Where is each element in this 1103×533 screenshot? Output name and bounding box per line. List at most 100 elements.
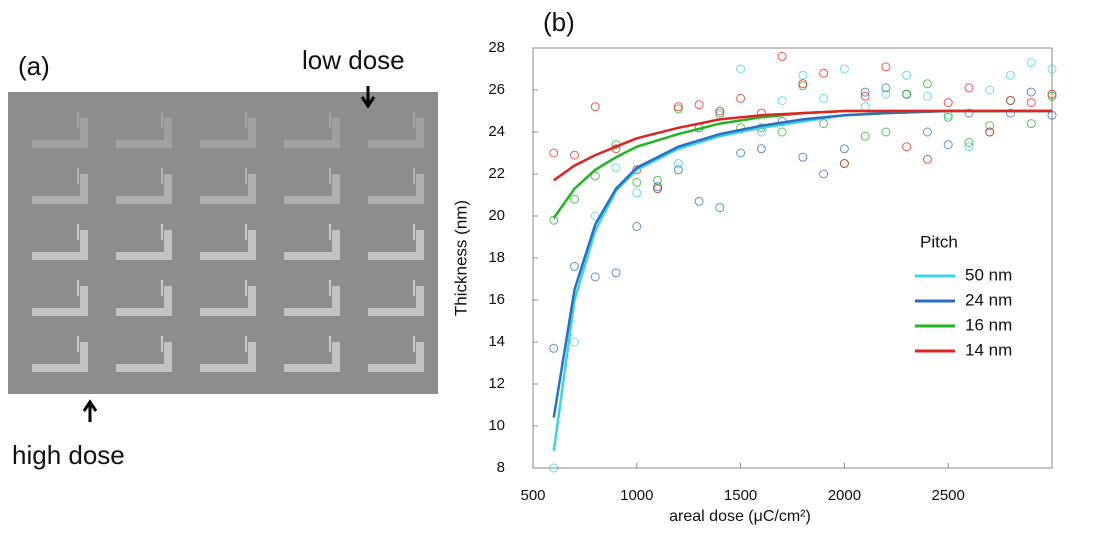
l-pattern bbox=[368, 174, 424, 204]
data-point bbox=[860, 102, 870, 112]
data-point bbox=[1005, 96, 1015, 105]
y-tick-label: 10 bbox=[488, 417, 505, 434]
l-pattern bbox=[284, 118, 340, 148]
data-point bbox=[590, 171, 600, 181]
data-point bbox=[922, 91, 932, 101]
data-point bbox=[1026, 98, 1036, 108]
y-tick-label: 12 bbox=[488, 375, 505, 392]
l-pattern bbox=[368, 230, 424, 260]
fit-line bbox=[552, 109, 1052, 219]
data-point bbox=[860, 91, 870, 101]
data-point bbox=[632, 177, 642, 187]
y-tick-label: 14 bbox=[488, 333, 505, 350]
data-point bbox=[1026, 58, 1036, 68]
l-pattern bbox=[116, 174, 172, 204]
data-point bbox=[1005, 108, 1015, 118]
data-point bbox=[839, 144, 849, 154]
l-pattern bbox=[116, 230, 172, 260]
data-point bbox=[673, 102, 683, 112]
panel-label: (b) bbox=[543, 7, 575, 37]
data-point bbox=[860, 87, 870, 97]
x-tick-label: 500 bbox=[520, 487, 545, 504]
data-point bbox=[777, 127, 787, 137]
l-pattern bbox=[284, 174, 340, 204]
data-point bbox=[632, 165, 642, 175]
y-tick-label: 18 bbox=[488, 249, 505, 266]
l-pattern bbox=[32, 230, 88, 260]
data-point bbox=[611, 163, 621, 173]
data-point bbox=[1047, 91, 1057, 101]
data-point bbox=[570, 194, 580, 204]
l-pattern bbox=[284, 286, 340, 316]
l-pattern bbox=[32, 342, 88, 372]
data-point bbox=[570, 150, 580, 160]
l-pattern bbox=[200, 174, 256, 204]
legend-title: Pitch bbox=[920, 232, 958, 251]
data-point bbox=[590, 102, 600, 112]
data-point bbox=[985, 121, 995, 131]
l-pattern bbox=[116, 342, 172, 372]
data-point bbox=[673, 104, 683, 114]
l-pattern bbox=[200, 342, 256, 372]
legend-label: 24 nm bbox=[965, 290, 1012, 309]
y-tick-label: 16 bbox=[488, 291, 505, 308]
data-point bbox=[819, 68, 829, 78]
data-point bbox=[881, 83, 891, 93]
sem-patterns bbox=[32, 112, 424, 372]
x-tick-label: 1000 bbox=[620, 487, 653, 504]
data-point bbox=[819, 169, 829, 179]
data-point bbox=[570, 337, 580, 347]
data-point bbox=[777, 96, 787, 105]
y-tick-label: 22 bbox=[488, 165, 505, 182]
data-point bbox=[943, 110, 953, 120]
x-tick-label: 1500 bbox=[724, 487, 757, 504]
data-point bbox=[736, 93, 746, 103]
l-pattern bbox=[368, 286, 424, 316]
l-pattern bbox=[200, 286, 256, 316]
data-point bbox=[715, 108, 725, 118]
data-point bbox=[839, 64, 849, 74]
l-pattern bbox=[284, 342, 340, 372]
data-point bbox=[798, 152, 808, 162]
l-pattern bbox=[32, 174, 88, 204]
l-pattern bbox=[200, 230, 256, 260]
data-point bbox=[881, 89, 891, 99]
data-point bbox=[964, 83, 974, 93]
data-point bbox=[736, 148, 746, 158]
data-point bbox=[653, 184, 663, 194]
data-point bbox=[736, 64, 746, 74]
data-point bbox=[943, 140, 953, 150]
data-point bbox=[798, 79, 808, 89]
y-axis-label: Thickness (nm) bbox=[451, 200, 470, 316]
data-point bbox=[881, 62, 891, 72]
data-point bbox=[964, 108, 974, 118]
fit-line bbox=[552, 109, 1052, 418]
data-point bbox=[798, 70, 808, 80]
data-point bbox=[549, 343, 559, 353]
y-tick-label: 26 bbox=[488, 81, 505, 98]
data-point bbox=[653, 182, 663, 192]
l-pattern bbox=[32, 118, 88, 148]
l-pattern bbox=[116, 118, 172, 148]
x-tick-label: 2500 bbox=[932, 487, 965, 504]
legend-label: 50 nm bbox=[965, 265, 1012, 284]
l-pattern bbox=[32, 286, 88, 316]
l-pattern bbox=[368, 342, 424, 372]
l-pattern bbox=[368, 118, 424, 148]
data-point bbox=[819, 119, 829, 129]
arrow bbox=[360, 86, 376, 109]
data-point bbox=[839, 159, 849, 168]
data-point bbox=[922, 154, 932, 164]
data-point bbox=[860, 131, 870, 141]
panel-label: (a) bbox=[18, 51, 50, 81]
fit-line bbox=[553, 109, 1052, 182]
annotation: high dose bbox=[12, 440, 125, 470]
data-point bbox=[922, 79, 932, 89]
data-point bbox=[611, 268, 621, 278]
data-point bbox=[549, 148, 559, 158]
data-point bbox=[570, 261, 580, 271]
annotation: low dose bbox=[302, 45, 405, 75]
data-point bbox=[777, 51, 787, 61]
data-point bbox=[1047, 64, 1057, 74]
